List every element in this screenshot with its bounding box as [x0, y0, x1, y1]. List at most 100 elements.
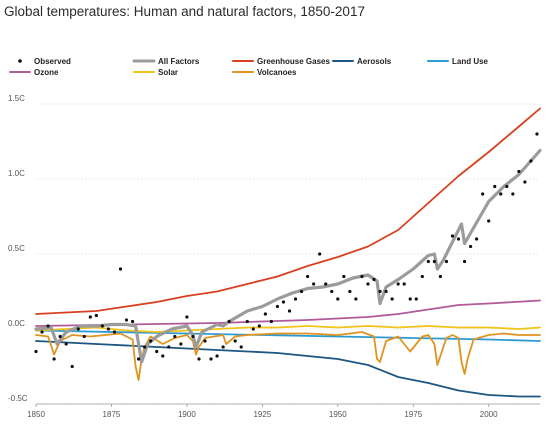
- observed-point: [173, 334, 177, 339]
- observed-point: [396, 282, 400, 286]
- chart-title: Global temperatures: Human and natural f…: [4, 4, 365, 19]
- observed-point: [499, 192, 503, 196]
- observed-point: [269, 319, 274, 324]
- observed-point: [40, 330, 44, 334]
- observed-point: [505, 184, 509, 189]
- legend-item-greenhouse-gases: Greenhouse Gases: [232, 57, 330, 66]
- observed-point: [487, 219, 491, 223]
- observed-point: [124, 318, 129, 322]
- legend-label: Volcanoes: [257, 68, 297, 77]
- observed-point: [354, 297, 358, 301]
- observed-point: [112, 330, 117, 334]
- observed-point: [251, 327, 255, 331]
- observed-point: [535, 132, 539, 136]
- observed-point: [100, 324, 104, 328]
- observed-point: [475, 237, 479, 241]
- observed-point: [384, 289, 388, 294]
- x-tick-label: 1900: [178, 410, 196, 419]
- legend-item-volcanoes: Volcanoes: [232, 68, 297, 77]
- observed-point: [462, 259, 467, 264]
- legend-item-all-factors: All Factors: [132, 57, 200, 66]
- observed-point: [378, 289, 382, 294]
- observed-point: [130, 319, 135, 324]
- x-tick-label: 1850: [27, 410, 45, 419]
- series-ozone-line: [35, 299, 541, 327]
- series-all-factors-line: [34, 148, 542, 364]
- axes: -0.5C 0.0C 0.5C 1.0C 1.5C 1850 1875 1900 1925 195…: [8, 94, 540, 419]
- series-land-use-line: [35, 329, 541, 342]
- x-tick-label: 1925: [253, 410, 271, 419]
- observed-point: [161, 354, 165, 358]
- observed-point: [227, 319, 231, 324]
- legend-swatch-dot: [18, 59, 22, 63]
- observed-point: [481, 192, 485, 196]
- series-aerosols-line: [35, 340, 541, 398]
- observed-point: [529, 159, 533, 163]
- observed-point: [372, 277, 376, 282]
- observed-point: [456, 237, 461, 241]
- observed-point: [233, 339, 237, 343]
- legend-item-observed: Observed: [18, 57, 71, 66]
- observed-point: [511, 192, 515, 196]
- observed-point: [408, 297, 412, 301]
- observed-point: [185, 315, 189, 319]
- gridlines: [36, 103, 540, 405]
- legend-label: Observed: [34, 57, 71, 66]
- observed-point: [118, 267, 123, 271]
- legend-label: Ozone: [34, 68, 59, 77]
- legend-item-ozone: Ozone: [9, 68, 59, 77]
- observed-point: [257, 324, 261, 328]
- x-tick-label: 1875: [103, 410, 121, 419]
- y-tick-label: 0.5C: [8, 244, 25, 253]
- legend-label: All Factors: [158, 57, 200, 66]
- observed-point: [336, 297, 340, 301]
- observed-point: [221, 345, 225, 349]
- observed-point: [46, 324, 50, 328]
- observed-point: [426, 259, 430, 264]
- observed-point: [324, 282, 328, 286]
- observed-point: [239, 345, 243, 349]
- observed-point: [191, 334, 195, 339]
- observed-point: [420, 274, 424, 279]
- observed-point: [438, 274, 443, 279]
- series-greenhouse-gases-line: [35, 107, 541, 315]
- y-tick-label: 1.5C: [8, 94, 25, 103]
- observed-point: [82, 334, 86, 339]
- observed-point: [52, 357, 56, 361]
- observed-point: [360, 274, 364, 279]
- observed-point: [281, 300, 286, 304]
- observed-point: [293, 297, 298, 301]
- x-tick-label: 1950: [329, 410, 347, 419]
- observed-point: [402, 282, 406, 286]
- x-tick-label: 1975: [404, 410, 422, 419]
- legend-item-land-use: Land Use: [427, 57, 489, 66]
- observed-point: [348, 289, 352, 294]
- observed-point: [58, 334, 62, 339]
- observed-point: [167, 345, 171, 349]
- observed-point: [312, 282, 316, 286]
- legend-label: Aerosols: [357, 57, 392, 66]
- y-tick-label: -0.5C: [8, 394, 28, 403]
- observed-point: [299, 289, 304, 294]
- observed-point: [34, 349, 38, 354]
- observed-point: [306, 274, 310, 279]
- observed-point: [70, 364, 74, 369]
- observed-point: [517, 169, 521, 174]
- legend-item-aerosols: Aerosols: [332, 57, 392, 66]
- series-solar-line: [35, 325, 541, 333]
- legend-label: Land Use: [452, 57, 489, 66]
- observed-point: [493, 184, 497, 189]
- series-observed-points: [34, 132, 539, 369]
- observed-point: [137, 357, 141, 361]
- observed-point: [450, 234, 455, 238]
- observed-point: [444, 259, 449, 264]
- observed-point: [64, 342, 68, 346]
- observed-point: [245, 319, 249, 324]
- observed-point: [330, 289, 334, 294]
- y-tick-label: 1.0C: [8, 169, 25, 178]
- plot-area: [34, 107, 542, 398]
- observed-point: [390, 297, 394, 301]
- observed-point: [287, 309, 292, 313]
